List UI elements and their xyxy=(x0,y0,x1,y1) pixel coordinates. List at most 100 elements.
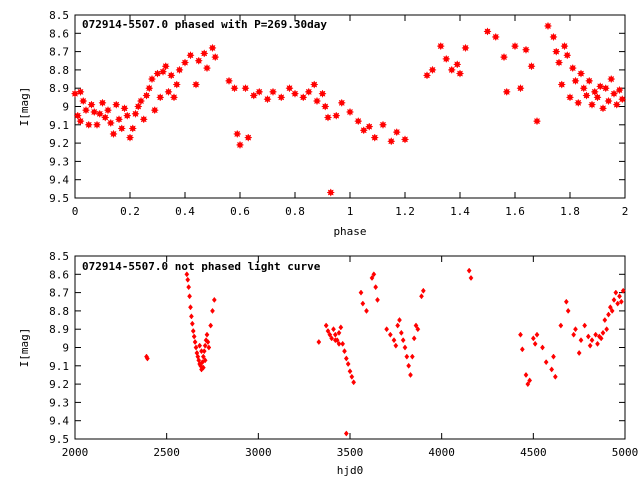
data-point xyxy=(617,293,622,300)
y-tick-label: 9.5 xyxy=(49,192,69,205)
data-point xyxy=(404,353,410,360)
data-point xyxy=(73,111,82,120)
data-point xyxy=(125,133,135,142)
y-tick-label: 8.6 xyxy=(49,268,69,281)
data-point xyxy=(268,87,278,97)
data-point xyxy=(598,104,608,113)
data-point xyxy=(543,21,553,31)
data-point xyxy=(186,51,195,60)
data-point xyxy=(359,126,368,135)
data-point xyxy=(589,337,595,344)
data-point xyxy=(345,107,355,117)
data-point xyxy=(191,333,197,340)
y-tick-label: 9.1 xyxy=(49,360,69,373)
data-point xyxy=(571,76,580,86)
data-point xyxy=(518,331,523,338)
y-axis-label: I[mag] xyxy=(18,328,31,368)
chart-title: 072914-5507.0 phased with P=269.30day xyxy=(82,18,327,31)
x-tick-label: 1.6 xyxy=(505,205,525,218)
y-tick-label: 9.4 xyxy=(49,174,69,187)
data-point xyxy=(607,304,613,311)
data-point xyxy=(613,289,619,296)
data-point xyxy=(331,326,336,333)
x-tick-label: 2000 xyxy=(62,446,89,459)
data-point xyxy=(325,328,331,335)
data-point xyxy=(310,80,319,89)
y-tick-label: 9 xyxy=(62,101,69,114)
data-point xyxy=(393,342,399,349)
data-point xyxy=(560,41,569,51)
data-point xyxy=(200,49,209,58)
data-point xyxy=(120,104,129,113)
data-point xyxy=(398,329,404,336)
data-point xyxy=(193,344,199,351)
data-point xyxy=(499,52,509,62)
data-point xyxy=(601,83,610,93)
data-point xyxy=(186,284,192,291)
data-point xyxy=(164,87,173,97)
data-point xyxy=(530,335,536,342)
data-point xyxy=(549,366,555,373)
x-tick-label: 4500 xyxy=(520,446,547,459)
data-point xyxy=(175,65,184,75)
data-point xyxy=(360,300,366,307)
data-point xyxy=(408,371,413,378)
data-point xyxy=(199,348,204,355)
y-tick-label: 9.3 xyxy=(49,155,69,168)
data-point xyxy=(615,85,624,95)
data-point xyxy=(521,45,531,55)
data-point xyxy=(128,124,137,133)
data-point xyxy=(323,322,329,329)
data-point xyxy=(406,362,412,369)
data-point xyxy=(491,32,500,42)
data-point xyxy=(202,63,212,73)
data-point xyxy=(189,313,194,320)
data-point xyxy=(70,89,80,98)
phased-light-curve-panel: 8.5 8.6 8.7 8.8 8.9 9 9.1 9.2 9.3 9.4 9.50 0.2 0.4 0.… xyxy=(18,9,628,238)
data-point xyxy=(447,65,456,75)
data-point xyxy=(516,83,525,93)
data-point xyxy=(323,113,333,122)
data-point xyxy=(169,93,179,102)
data-point xyxy=(230,83,239,93)
data-point xyxy=(552,373,558,380)
data-point xyxy=(336,340,342,347)
data-point xyxy=(565,93,575,102)
data-point xyxy=(185,276,191,283)
data-point xyxy=(233,129,242,139)
data-point xyxy=(618,94,627,104)
data-point xyxy=(604,96,613,106)
data-point xyxy=(117,124,126,133)
y-tick-label: 9.2 xyxy=(49,137,69,150)
data-point xyxy=(147,74,157,84)
data-point xyxy=(224,76,234,86)
data-point xyxy=(190,328,196,335)
x-tick-label: 1.4 xyxy=(450,205,470,218)
y-tick-label: 9.1 xyxy=(49,119,69,132)
data-point xyxy=(400,337,406,344)
data-point xyxy=(76,87,85,97)
x-tick-label: 1 xyxy=(347,205,354,218)
data-point xyxy=(370,133,379,142)
data-point xyxy=(565,307,571,314)
data-point xyxy=(318,89,327,98)
data-point xyxy=(249,91,258,100)
data-point xyxy=(466,267,472,274)
data-point xyxy=(400,135,410,144)
data-point xyxy=(615,300,621,307)
data-point xyxy=(345,360,351,367)
x-tick-label: 0 xyxy=(72,205,79,218)
data-point xyxy=(145,355,150,362)
data-point xyxy=(578,337,584,344)
data-point xyxy=(502,87,511,97)
data-point xyxy=(172,80,181,89)
data-point xyxy=(351,379,357,386)
data-points xyxy=(144,267,626,437)
data-point xyxy=(606,311,611,318)
data-point xyxy=(316,339,322,346)
data-point xyxy=(415,326,421,333)
data-point xyxy=(568,63,577,73)
data-point xyxy=(585,76,594,86)
data-point xyxy=(134,102,143,111)
data-point xyxy=(106,118,115,128)
